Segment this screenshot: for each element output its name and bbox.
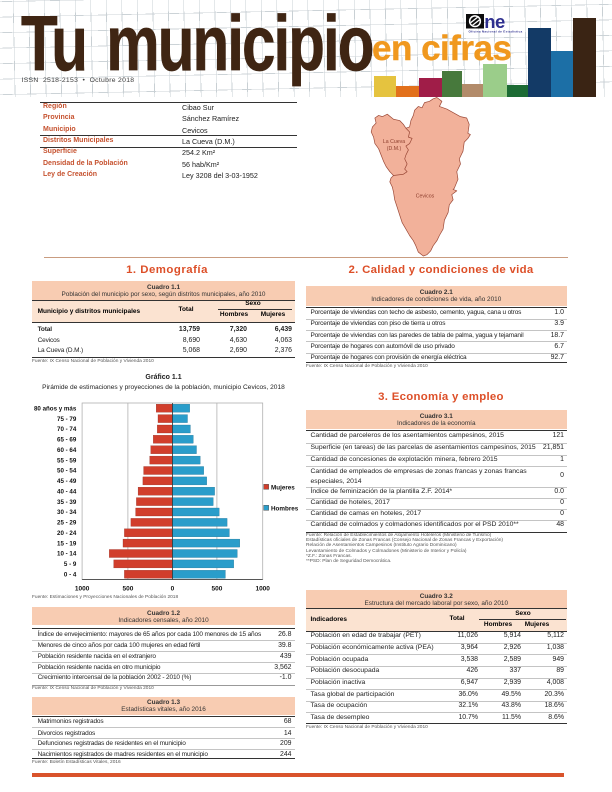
svg-text:1000: 1000 [255, 585, 270, 592]
svg-text:40 - 44: 40 - 44 [57, 488, 77, 495]
svg-text:Hombres: Hombres [271, 505, 298, 512]
svg-text:0: 0 [171, 585, 175, 592]
svg-text:65 - 69: 65 - 69 [57, 437, 77, 444]
svg-text:25 - 29: 25 - 29 [57, 520, 77, 527]
svg-text:500: 500 [211, 585, 222, 592]
svg-text:5 - 9: 5 - 9 [64, 561, 77, 568]
svg-text:75 - 79: 75 - 79 [57, 416, 77, 423]
svg-text:70 - 74: 70 - 74 [57, 426, 77, 433]
svg-text:500: 500 [122, 585, 133, 592]
svg-text:20 - 24: 20 - 24 [57, 530, 77, 537]
svg-text:0 - 4: 0 - 4 [64, 572, 77, 579]
svg-text:15 - 19: 15 - 19 [57, 540, 77, 547]
svg-text:80 años y más: 80 años y más [34, 405, 77, 412]
svg-text:Oficina Nacional de Estadístic: Oficina Nacional de Estadística [469, 30, 523, 34]
svg-text:ne: ne [484, 14, 505, 32]
svg-text:La Cueva: La Cueva [383, 139, 405, 145]
svg-text:50 - 54: 50 - 54 [57, 468, 77, 475]
svg-text:Mujeres: Mujeres [271, 484, 295, 491]
svg-text:45 - 49: 45 - 49 [57, 478, 77, 485]
svg-text:55 - 59: 55 - 59 [57, 457, 77, 464]
svg-text:35 - 39: 35 - 39 [57, 499, 77, 506]
svg-text:30 - 34: 30 - 34 [57, 509, 77, 516]
svg-text:Cevicos: Cevicos [416, 193, 435, 199]
svg-text:60 - 64: 60 - 64 [57, 447, 77, 454]
svg-text:10 - 14: 10 - 14 [57, 551, 77, 558]
svg-text:1000: 1000 [75, 585, 90, 592]
svg-text:(D.M.): (D.M.) [387, 146, 402, 152]
